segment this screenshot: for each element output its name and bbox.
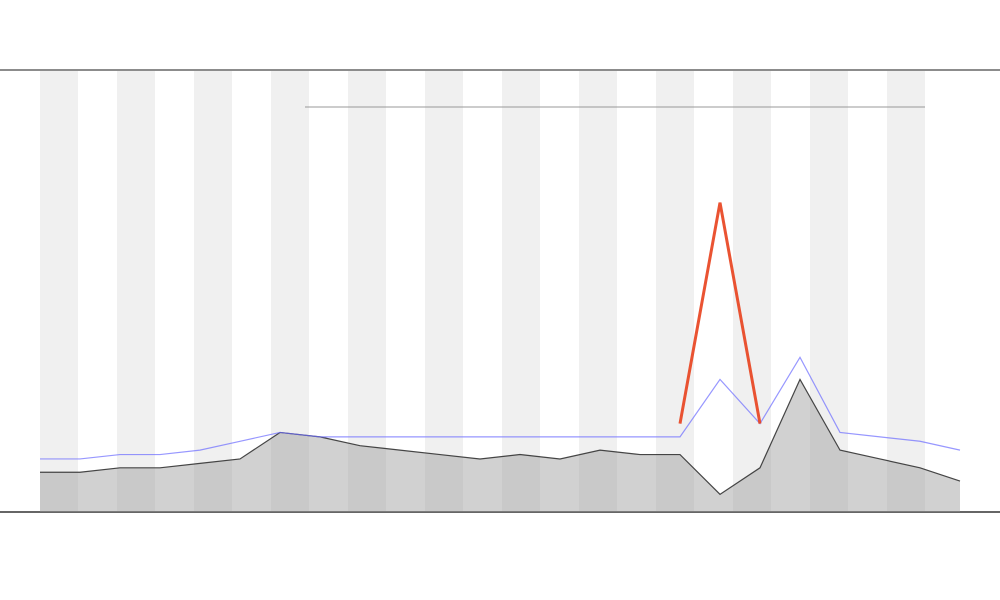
band [194,71,232,511]
band [579,71,617,511]
series-line [678,202,762,424]
band [425,71,463,511]
band [348,71,386,511]
band [502,71,540,511]
band [656,71,694,511]
band [271,71,309,511]
series-line [40,378,961,496]
area [40,379,960,512]
series-line [40,356,961,460]
band [733,71,771,511]
band [40,71,78,511]
band [810,71,848,511]
background-bands [40,71,925,511]
band [887,71,925,511]
band [117,71,155,511]
